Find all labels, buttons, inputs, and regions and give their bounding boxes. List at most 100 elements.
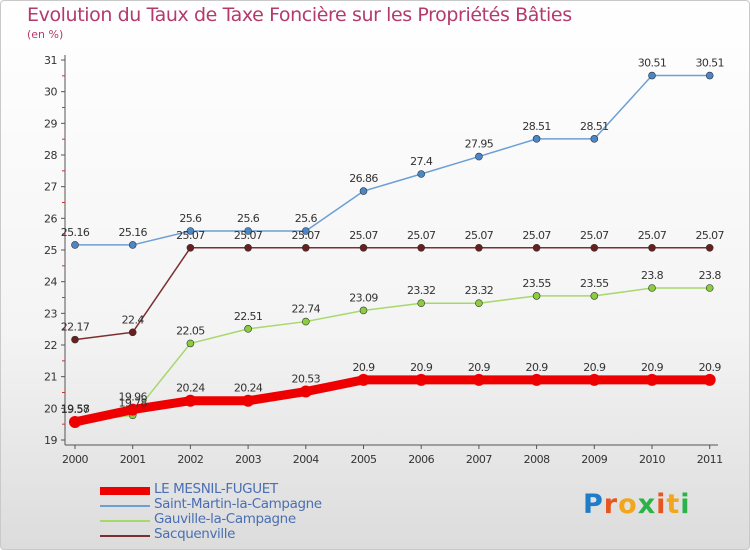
x-tick-label: 2011 (697, 453, 723, 466)
data-point (590, 135, 599, 143)
logo-letter: t (666, 489, 681, 520)
data-point (186, 339, 195, 348)
x-tick-label: 2001 (120, 453, 146, 466)
data-label: 25.16 (118, 226, 147, 239)
series-line (74, 287, 711, 423)
x-tick-label: 2006 (408, 453, 434, 466)
legend-swatch (100, 520, 150, 522)
data-point (126, 403, 139, 416)
data-label: 20.9 (410, 361, 433, 374)
data-point (71, 335, 79, 344)
data-label: 20.9 (526, 361, 549, 374)
data-point (299, 385, 312, 398)
logo-letter: o (618, 489, 638, 520)
x-tick-label: 2010 (639, 453, 665, 466)
data-point (244, 325, 252, 333)
data-label: 25.07 (638, 229, 667, 242)
series-line (74, 247, 711, 341)
data-label: 22.74 (292, 303, 321, 316)
data-label: 25.07 (407, 229, 436, 242)
data-point (705, 243, 714, 252)
data-label: 30.51 (695, 57, 724, 70)
x-tick-label: 2008 (524, 453, 550, 466)
data-label: 25.6 (295, 212, 318, 225)
data-point (417, 243, 426, 252)
y-tick-label: 30 (44, 86, 57, 99)
data-label: 19.96 (118, 391, 147, 404)
data-label: 20.9 (699, 361, 722, 374)
data-point (703, 373, 716, 386)
data-label: 30.51 (638, 57, 667, 70)
x-tick-label: 2007 (466, 453, 492, 466)
data-point (69, 415, 81, 428)
series-line (70, 375, 715, 427)
legend-swatch (100, 487, 150, 495)
data-label: 23.55 (580, 277, 609, 290)
legend-label: Sacquenville (154, 526, 235, 542)
data-point (417, 299, 426, 308)
series-line (74, 74, 711, 246)
data-point (648, 243, 656, 252)
legend-item: Sacquenville (100, 526, 400, 543)
data-label: 25.07 (465, 229, 494, 242)
data-label: 25.07 (176, 229, 205, 242)
data-point (359, 187, 368, 195)
data-label: 22.17 (61, 321, 90, 334)
data-label: 22.05 (176, 324, 205, 337)
y-tick-label: 26 (44, 212, 57, 225)
data-point (705, 284, 714, 292)
data-label: 23.09 (349, 291, 378, 304)
data-label: 27.95 (465, 138, 494, 151)
data-point (475, 152, 483, 161)
data-label: 28.51 (522, 120, 551, 133)
data-label: 23.8 (641, 269, 664, 282)
data-point (301, 227, 310, 235)
data-point (588, 373, 601, 386)
logo-letter: x (637, 489, 657, 520)
data-point (532, 243, 541, 252)
data-label: 22.51 (234, 310, 263, 323)
data-label: 20.53 (292, 373, 321, 386)
data-label: 25.07 (580, 229, 609, 242)
data-label: 20.9 (583, 361, 606, 374)
y-tick-label: 29 (44, 117, 57, 130)
data-point (242, 394, 255, 407)
data-point (244, 227, 252, 235)
x-tick-label: 2002 (177, 453, 203, 466)
data-label: 25.07 (292, 229, 321, 242)
data-label: 25.6 (179, 212, 202, 225)
data-point (472, 373, 485, 386)
data-point (648, 71, 656, 80)
data-label: 25.07 (349, 229, 378, 242)
data-point (128, 328, 137, 337)
legend-label: Gauville-la-Campagne (154, 511, 296, 527)
data-label: 20.24 (176, 382, 205, 395)
data-point (417, 170, 426, 178)
proxiti-logo: Proxiti (583, 489, 691, 520)
data-label: 20.9 (352, 361, 375, 374)
chart-subtitle: (en %) (27, 28, 64, 41)
data-point (646, 373, 658, 386)
legend-label: LE MESNIL-FUGUET (154, 481, 278, 497)
data-point (705, 71, 714, 80)
data-point (71, 241, 79, 249)
data-label: 23.55 (522, 277, 551, 290)
legend-item: Saint-Martin-la-Campagne (100, 496, 400, 513)
y-tick-label: 31 (44, 54, 57, 67)
data-point (301, 243, 310, 252)
logo-letter: P (583, 489, 604, 520)
y-tick-label: 27 (44, 181, 57, 194)
data-point (415, 373, 428, 386)
data-point (475, 299, 483, 308)
data-point (590, 243, 599, 252)
data-label: 28.51 (580, 120, 609, 133)
y-tick-label: 25 (44, 244, 57, 257)
y-tick-label: 28 (44, 149, 57, 162)
logo-letter: i (680, 489, 691, 520)
x-tick-label: 2004 (293, 453, 319, 466)
y-tick-label: 24 (44, 276, 57, 289)
data-point (532, 135, 541, 143)
data-point (532, 292, 541, 300)
